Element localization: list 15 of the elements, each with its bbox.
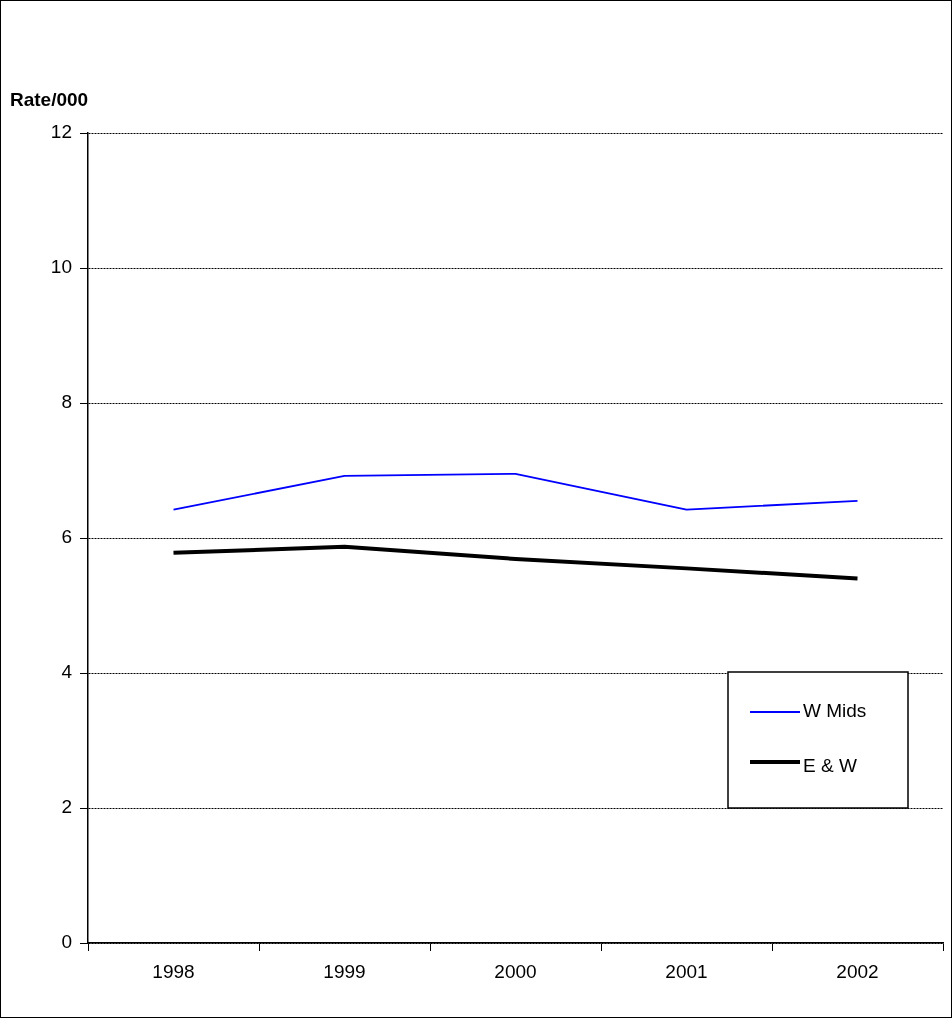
x-tick-label: 2001	[665, 960, 708, 982]
y-tick-label: 4	[61, 661, 73, 683]
y-tick-label: 0	[61, 931, 72, 953]
x-tick-label: 2002	[836, 960, 879, 982]
y-tick-label: 2	[61, 796, 72, 818]
x-tick-label: 2000	[494, 960, 537, 982]
y-axis-title: Rate/000	[10, 89, 89, 111]
y-tick-label: 10	[50, 256, 72, 278]
legend-label: E & W	[803, 755, 857, 777]
y-tick-label: 6	[61, 526, 72, 548]
x-tick-label: 1998	[152, 960, 195, 982]
y-tick-label: 8	[61, 391, 72, 413]
x-tick-label: 1999	[323, 960, 366, 982]
legend-label: W Mids	[803, 700, 867, 722]
y-tick-label: 12	[50, 121, 72, 143]
